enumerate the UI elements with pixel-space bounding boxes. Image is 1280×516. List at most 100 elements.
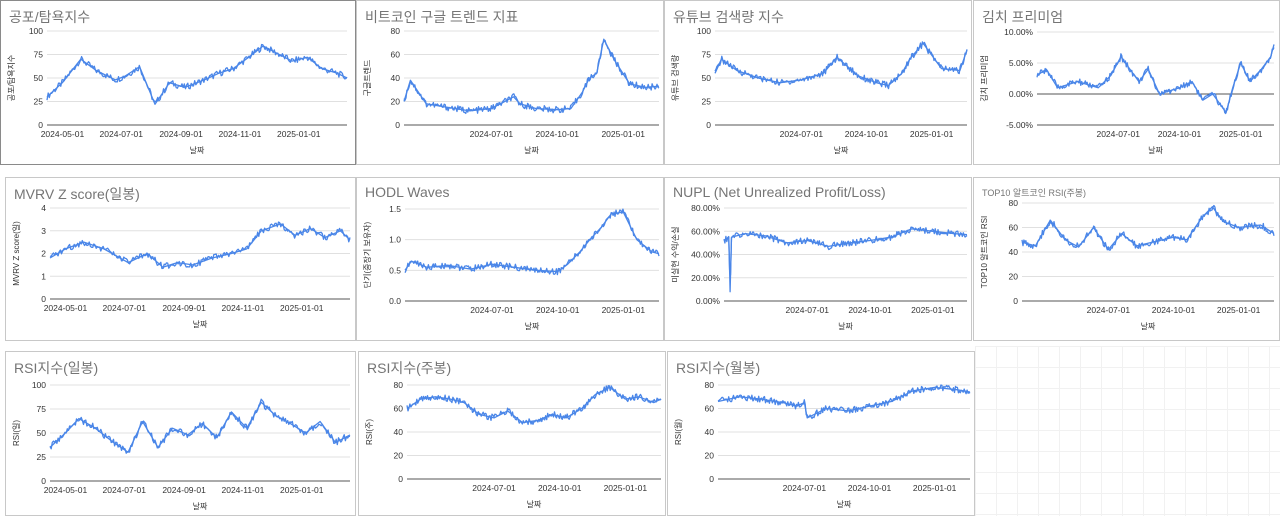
y-tick-label: 20 — [1009, 272, 1019, 282]
series-line — [403, 39, 660, 115]
chart-title: MVRV Z score(일봉) — [14, 186, 140, 202]
x-tick-label: 2024-07-01 — [472, 483, 516, 493]
x-tick-label: 2025-01-01 — [1219, 129, 1263, 139]
chart-panel-rsi-monthly[interactable]: RSI지수(월봉) 0 20 40 60 80 2024-07-01 2024-10-01 2… — [667, 351, 975, 516]
x-tick-label: 2024-07-01 — [780, 129, 824, 139]
y-tick-label: 20 — [391, 97, 401, 107]
y-tick-label: 20.00% — [691, 273, 720, 283]
x-tick-label: 2025-01-01 — [910, 129, 954, 139]
chart-panel-rsi-daily[interactable]: RSI지수(일봉) 0 25 50 75 100 2024-05-01 2024-07-01… — [5, 351, 356, 516]
chart-svg: 0 25 50 75 100 2024-05-01 2024-07-01 2024-09-01… — [6, 26, 348, 155]
y-tick-label: 2 — [41, 249, 46, 259]
x-tick-label: 2024-07-01 — [786, 305, 830, 315]
chart-panel-top10[interactable]: TOP10 알트코인 RSI(주봉) 0 20 40 60 80 2024-07-01 20… — [973, 177, 1280, 341]
y-tick-label: 75 — [702, 50, 712, 60]
chart-panel-fear-greed[interactable]: 공포/탐욕지수 0 25 50 75 100 2024-05-01 2024-07-01 20… — [0, 0, 356, 165]
y-axis-label: 미실현 수익/손실 — [670, 227, 680, 283]
chart-svg: 0 25 50 75 100 2024-05-01 2024-07-01 2024-09-01… — [12, 380, 351, 511]
y-tick-label: 75 — [37, 404, 47, 414]
chart-panel-youtube[interactable]: 유튜브 검색량 지수 0 25 50 75 100 2024-07-01 2024-10-0… — [664, 0, 972, 165]
x-tick-label: 2024-10-01 — [848, 483, 892, 493]
series-line — [406, 385, 662, 426]
x-tick-label: 2025-01-01 — [601, 129, 645, 139]
x-tick-label: 2025-01-01 — [913, 483, 957, 493]
chart-title: 공포/탐욕지수 — [9, 9, 91, 25]
x-tick-label: 2024-09-01 — [162, 303, 206, 313]
series-anchor-line — [717, 386, 971, 419]
sheet-grid-background — [975, 346, 1280, 516]
x-tick-label: 2024-10-01 — [538, 483, 582, 493]
chart-svg: 0 1 2 3 4 2024-05-01 2024-07-01 2024-09-01 2024-… — [12, 203, 351, 329]
series-line — [1036, 47, 1275, 115]
y-tick-label: 80 — [391, 26, 401, 36]
y-axis-label: 단기(중장기 보유자) — [362, 221, 372, 288]
y-tick-label: 25 — [34, 97, 44, 107]
series-anchor-line — [49, 401, 351, 453]
y-tick-label: 10.00% — [1004, 27, 1033, 37]
y-tick-label: 3 — [41, 226, 46, 236]
x-tick-label: 2024-07-01 — [103, 303, 147, 313]
x-axis-label: 날짜 — [837, 499, 852, 509]
chart-title: 비트코인 구글 트렌드 지표 — [365, 9, 519, 25]
chart-svg: 0.00% 20.00% 40.00% 60.00% 80.00% 2024-07-01 2… — [670, 203, 968, 331]
y-tick-label: 0 — [398, 474, 403, 484]
x-tick-label: 2024-07-01 — [470, 305, 514, 315]
x-tick-label: 2025-01-01 — [280, 303, 324, 313]
x-tick-label: 2024-07-01 — [1096, 129, 1140, 139]
y-tick-label: 0.00% — [1009, 89, 1034, 99]
chart-svg: -5.00% 0.00% 5.00% 10.00% 2024-07-01 2024-10-… — [979, 27, 1275, 155]
x-tick-label: 2025-01-01 — [602, 305, 646, 315]
y-axis-label: 유튜브 검색량 — [670, 54, 680, 101]
x-tick-label: 2024-07-01 — [100, 129, 144, 139]
x-tick-label: 2024-11-01 — [218, 129, 261, 139]
y-tick-label: 0 — [38, 120, 43, 130]
y-tick-label: 0 — [1013, 296, 1018, 306]
chart-title: NUPL (Net Unrealized Profit/Loss) — [673, 184, 886, 200]
chart-panel-hodl[interactable]: HODL Waves 0.0 0.5 1.0 1.5 2024-07-01 2024-10… — [356, 177, 664, 341]
y-tick-label: 20 — [705, 451, 715, 461]
y-tick-label: 60 — [391, 50, 401, 60]
x-tick-label: 2024-09-01 — [159, 129, 203, 139]
chart-svg: 0 20 40 60 80 2024-07-01 2024-10-01 2025-01-01 날… — [673, 380, 971, 509]
series-line — [714, 41, 968, 90]
y-axis-label: 구글트렌드 — [362, 60, 372, 97]
chart-title: RSI지수(월봉) — [676, 360, 761, 376]
x-axis-label: 날짜 — [190, 145, 205, 155]
y-tick-label: 0 — [706, 120, 711, 130]
y-tick-label: 40.00% — [691, 250, 720, 260]
chart-panel-nupl[interactable]: NUPL (Net Unrealized Profit/Loss) 0.00% 2… — [664, 177, 972, 341]
series-anchor-line — [1021, 206, 1275, 251]
chart-title: TOP10 알트코인 RSI(주봉) — [982, 188, 1087, 198]
y-tick-label: 0 — [41, 294, 46, 304]
chart-panel-mvrv[interactable]: MVRV Z score(일봉) 0 1 2 3 4 2024-05-01 2024-07-… — [5, 177, 356, 341]
x-tick-label: 2024-10-01 — [536, 305, 580, 315]
y-tick-label: 0.00% — [696, 296, 721, 306]
chart-title: RSI지수(일봉) — [14, 360, 99, 376]
series-line — [723, 226, 968, 276]
x-tick-label: 2024-05-01 — [41, 129, 85, 139]
chart-title: HODL Waves — [365, 184, 450, 200]
series-line — [49, 398, 351, 454]
y-tick-label: 0 — [41, 476, 46, 486]
y-tick-label: 50 — [702, 73, 712, 83]
chart-panel-google-trend[interactable]: 비트코인 구글 트렌드 지표 0 20 40 60 80 2024-07-01 2024-1… — [356, 0, 664, 165]
y-tick-label: 60 — [394, 404, 404, 414]
y-axis-label: 김치 프리미엄 — [979, 55, 989, 101]
y-tick-label: 0 — [395, 120, 400, 130]
series-line — [1021, 204, 1275, 251]
x-axis-label: 날짜 — [527, 499, 542, 509]
series-line — [404, 208, 660, 276]
x-tick-label: 2024-10-01 — [848, 305, 892, 315]
y-tick-label: 4 — [41, 203, 46, 213]
chart-panel-rsi-weekly[interactable]: RSI지수(주봉) 0 20 40 60 80 2024-07-01 2024-10-01 2… — [358, 351, 666, 516]
y-tick-label: 40 — [391, 73, 401, 83]
y-tick-label: 25 — [37, 452, 47, 462]
y-tick-label: 25 — [702, 97, 712, 107]
chart-panel-kimchi[interactable]: 김치 프리미엄 -5.00% 0.00% 5.00% 10.00% 2024-07-01… — [973, 0, 1280, 165]
x-axis-label: 날짜 — [838, 321, 853, 331]
y-tick-label: 100 — [697, 26, 711, 36]
series-anchor-line — [46, 45, 348, 105]
series-anchor-line — [1036, 44, 1275, 114]
y-tick-label: 20 — [394, 451, 404, 461]
y-tick-label: 1.5 — [389, 204, 401, 214]
